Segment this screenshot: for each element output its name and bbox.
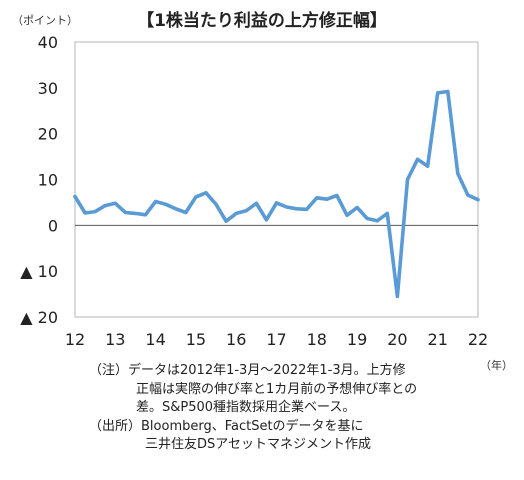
y-tick-label: ▲ 10 — [20, 262, 58, 281]
series-line-eps-revision — [73, 89, 480, 299]
data-point — [284, 205, 289, 209]
data-point — [325, 197, 329, 201]
data-point — [415, 157, 420, 161]
data-point — [143, 213, 148, 217]
data-point — [184, 210, 188, 215]
data-point — [315, 196, 319, 200]
data-point — [355, 205, 359, 210]
note-line-3: 差。S&P500種指数採用企業ベース。 — [136, 400, 356, 415]
data-point — [234, 211, 238, 216]
data-point — [426, 164, 430, 168]
data-point — [123, 210, 127, 215]
data-point — [436, 91, 440, 95]
data-point — [113, 201, 117, 205]
x-tick-label: 12 — [65, 330, 85, 349]
y-tick-label: ▲ 20 — [20, 308, 58, 327]
data-point — [295, 207, 299, 211]
data-point — [405, 177, 410, 182]
data-point — [395, 294, 399, 298]
data-point — [154, 199, 158, 204]
data-point — [224, 219, 228, 223]
data-point — [264, 218, 269, 222]
data-point — [305, 207, 309, 211]
data-point — [244, 209, 248, 213]
note-line-2: 正幅は実際の伸び率と1カ月前の予想伸び率との — [136, 381, 418, 397]
data-point — [214, 202, 218, 206]
x-tick-label: 14 — [145, 330, 165, 349]
data-point — [194, 195, 198, 199]
data-point — [204, 191, 208, 195]
data-point — [73, 194, 77, 199]
data-point — [375, 219, 379, 223]
x-tick-label: 19 — [347, 330, 367, 349]
plot-area-frame — [74, 41, 479, 318]
data-point — [335, 193, 339, 198]
x-tick-label: 22 — [468, 330, 488, 349]
y-tick-label: 30 — [38, 79, 58, 98]
data-point — [174, 207, 178, 211]
data-point — [83, 211, 87, 215]
data-point — [345, 213, 349, 217]
data-point — [446, 89, 450, 94]
data-point — [476, 198, 480, 202]
y-tick-label: 0 — [48, 216, 58, 235]
note-line-1: （注）データは2012年1-3月～2022年1-3月。上方修 — [89, 363, 406, 378]
x-axis-label: （年） — [480, 358, 513, 372]
y-tick-label: 40 — [38, 33, 58, 52]
y-tick-label: 20 — [38, 125, 58, 144]
data-point — [93, 209, 97, 214]
x-tick-label: 16 — [226, 330, 246, 349]
data-point — [456, 171, 460, 176]
data-point — [103, 204, 107, 208]
data-point — [385, 211, 389, 216]
data-point — [164, 202, 168, 206]
x-tick-label: 18 — [307, 330, 327, 349]
x-tick-label: 13 — [105, 330, 125, 349]
source-line-2: 三井住友DSアセットマネジメント作成 — [145, 437, 372, 452]
data-point — [133, 211, 138, 216]
y-tick-label: 10 — [38, 171, 58, 190]
data-point — [274, 201, 279, 205]
x-tick-label: 15 — [186, 330, 206, 349]
x-tick-label: 21 — [428, 330, 448, 349]
data-point — [466, 193, 470, 197]
x-tick-label: 20 — [387, 330, 407, 349]
x-tick-label: 17 — [266, 330, 286, 349]
data-point — [254, 201, 258, 205]
chart-title: 【1株当たり利益の上方修正幅】 — [137, 10, 387, 31]
source-line-1: （出所）Bloomberg、FactSetのデータを基に — [89, 418, 364, 434]
y-axis-label: （ポイント） — [12, 14, 78, 27]
data-point — [365, 216, 369, 221]
